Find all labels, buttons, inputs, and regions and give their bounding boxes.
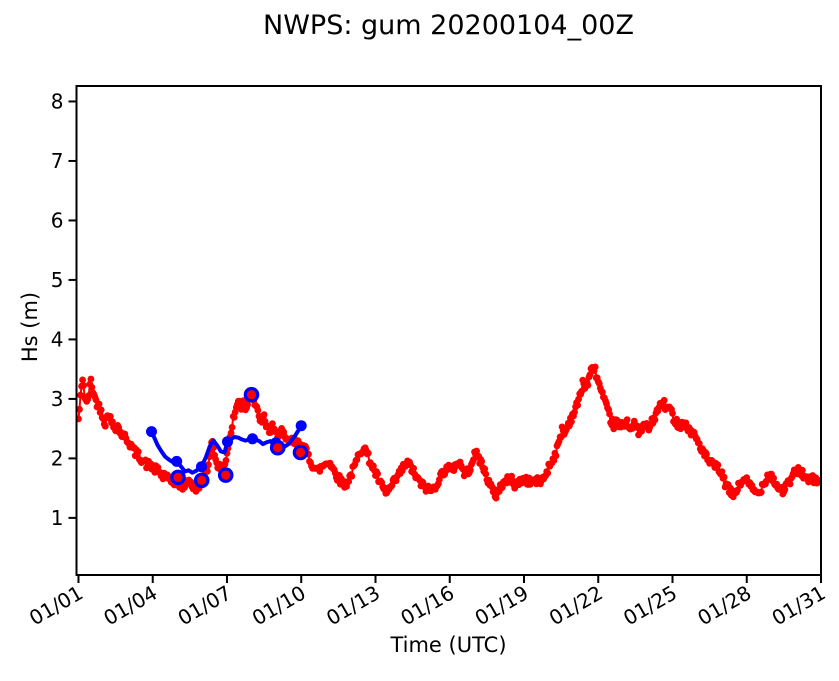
red-series-marker <box>544 469 552 477</box>
x-tick-label: 01/01 <box>25 581 87 631</box>
x-tick-label: 01/22 <box>545 581 607 631</box>
red-series-marker <box>720 473 728 481</box>
red-series-marker <box>88 383 96 391</box>
red-series-marker <box>254 407 262 414</box>
red-series-marker <box>695 440 703 447</box>
red-series-marker <box>786 480 794 488</box>
red-series-marker <box>478 458 486 465</box>
red-series-marker <box>568 418 575 426</box>
red-series-marker <box>718 468 726 475</box>
red-series-marker <box>552 452 560 460</box>
red-series-marker <box>388 481 396 489</box>
x-tick-label: 01/10 <box>248 581 310 631</box>
red-series-marker <box>734 486 741 494</box>
red-series-marker <box>651 416 659 424</box>
red-series-marker <box>260 411 268 419</box>
red-series-marker <box>107 413 114 420</box>
red-series-marker <box>584 381 592 389</box>
y-tick-label: 4 <box>51 327 64 351</box>
red-series-marker <box>703 450 710 458</box>
plot-frame <box>75 85 822 576</box>
red-series-marker <box>482 470 490 478</box>
red-series-marker <box>714 461 722 469</box>
red-series-marker <box>79 376 86 384</box>
verification-ring-marker <box>243 386 260 403</box>
red-series-marker <box>345 478 353 485</box>
red-series-marker <box>770 474 777 482</box>
red-series-marker <box>269 420 276 427</box>
blue-forecast-marker <box>146 426 157 438</box>
red-series-marker <box>757 488 765 496</box>
red-series-marker <box>374 470 381 478</box>
red-series-marker <box>230 414 238 421</box>
blue-forecast-marker <box>247 433 258 445</box>
x-tick-label: 01/31 <box>768 581 830 631</box>
red-series-marker <box>95 400 103 408</box>
red-series-marker <box>673 415 680 423</box>
red-series-marker <box>410 464 417 472</box>
red-series-marker <box>76 405 83 413</box>
red-series-marker <box>436 476 443 483</box>
x-axis-label: Time (UTC) <box>390 633 507 657</box>
red-series-marker <box>498 484 506 491</box>
red-series-marker <box>473 447 480 455</box>
y-tick-label: 2 <box>51 446 64 470</box>
blue-forecast-marker <box>196 461 207 473</box>
red-series-marker <box>109 418 116 426</box>
red-series-marker <box>574 401 581 409</box>
red-series-marker <box>571 408 578 416</box>
x-tick-label: 01/13 <box>322 581 384 631</box>
red-series <box>76 363 821 502</box>
red-series-marker <box>101 422 109 430</box>
verification-ring-marker <box>170 469 186 486</box>
chart-title: NWPS: gum 20200104_00Z <box>263 10 634 41</box>
red-series-marker <box>623 416 631 424</box>
x-tick-label: 01/19 <box>471 581 533 631</box>
red-series-marker <box>76 415 82 423</box>
y-tick-label: 1 <box>51 506 64 530</box>
y-tick-label: 8 <box>51 89 64 113</box>
verification-rings <box>170 386 309 489</box>
red-series-marker <box>467 466 474 474</box>
blue-forecast-marker <box>171 455 183 467</box>
data-layer <box>76 363 821 502</box>
red-series-marker <box>660 396 668 404</box>
red-series-marker <box>799 466 806 474</box>
y-tick-label: 6 <box>51 208 64 232</box>
red-series-marker <box>134 448 142 456</box>
red-series-marker <box>669 409 676 417</box>
red-series-marker <box>97 406 105 414</box>
red-series-marker <box>481 465 489 473</box>
blue-forecast-marker <box>295 420 307 432</box>
red-series-marker <box>606 410 613 418</box>
blue-forecast-marker <box>222 436 233 448</box>
x-tick-label: 01/28 <box>693 581 755 631</box>
y-tick-label: 3 <box>51 387 64 411</box>
red-series-marker <box>591 363 599 371</box>
y-tick-label: 5 <box>51 268 64 292</box>
x-tick-label: 01/16 <box>396 581 458 631</box>
x-tick-label: 01/25 <box>619 581 681 631</box>
red-series-marker <box>348 472 356 480</box>
y-tick-label: 7 <box>51 149 64 173</box>
x-tick-label: 01/04 <box>99 581 161 631</box>
red-series-marker <box>364 449 372 457</box>
red-series-marker <box>87 375 95 383</box>
verification-ring-marker <box>269 439 286 456</box>
verification-ring-marker <box>217 467 234 483</box>
verification-ring-marker <box>292 444 309 461</box>
red-series-marker <box>492 494 500 502</box>
y-axis-label: Hs (m) <box>18 291 42 363</box>
red-series-marker <box>781 486 789 493</box>
verification-ring-marker <box>193 472 210 489</box>
red-series-marker <box>227 429 235 437</box>
red-series-marker <box>80 382 87 389</box>
x-tick-label: 01/07 <box>174 581 236 631</box>
red-series-marker <box>222 457 230 464</box>
red-series-marker <box>228 423 236 431</box>
